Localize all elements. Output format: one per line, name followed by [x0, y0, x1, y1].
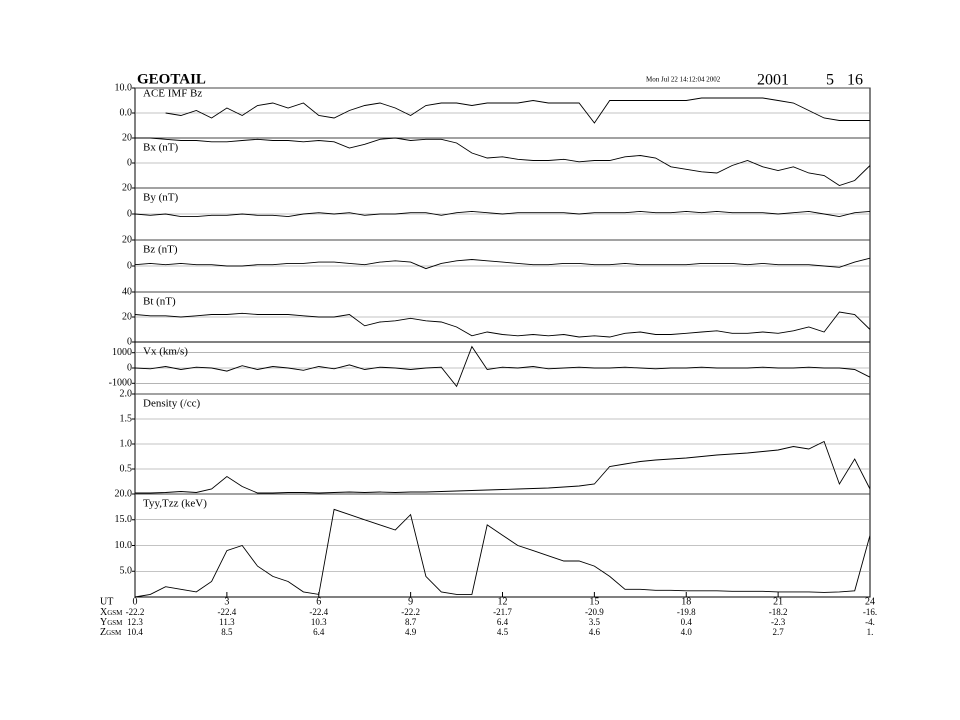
- x-tick-label: 3: [224, 596, 229, 607]
- y-tick-label: 0.5: [120, 463, 133, 474]
- orbit-value: 8.5: [221, 627, 233, 637]
- orbit-value: -2.3: [771, 617, 786, 627]
- y-tick-label: 0: [127, 157, 132, 168]
- year: 2001: [757, 72, 789, 89]
- y-tick-label: 20: [122, 311, 132, 322]
- y-tick-label: 20.0: [115, 488, 133, 499]
- y-tick-label: 1000: [112, 347, 132, 358]
- panel-label: Tyy,Tzz (keV): [143, 498, 207, 510]
- y-tick-label: 5.0: [120, 566, 133, 577]
- orbit-coord: Y: [100, 617, 107, 628]
- y-tick-label: 0: [127, 362, 132, 373]
- data-line: [134, 345, 871, 388]
- orbit-value: -4.: [865, 617, 875, 627]
- y-tick-label: 1.5: [120, 413, 133, 424]
- orbit-coord: X: [100, 607, 108, 618]
- timestamp: Mon Jul 22 14:12:04 2002: [646, 76, 721, 84]
- orbit-frame: GSM: [107, 619, 123, 627]
- orbit-value: -22.4: [309, 607, 328, 617]
- orbit-value: 10.4: [127, 627, 143, 637]
- orbit-value: 4.0: [681, 627, 693, 637]
- orbit-value: -19.8: [677, 607, 696, 617]
- orbit-value: 8.7: [405, 617, 417, 627]
- orbit-value: -20.9: [585, 607, 604, 617]
- y-tick-label: -1000: [109, 378, 132, 389]
- orbit-value: 6.4: [313, 627, 325, 637]
- orbit-value: -22.4: [218, 607, 237, 617]
- orbit-value: 4.5: [497, 627, 509, 637]
- orbit-coord: Z: [100, 627, 106, 638]
- orbit-value: 3.5: [589, 617, 601, 627]
- mission-title: GEOTAIL: [137, 71, 206, 87]
- orbit-value: 2.7: [773, 627, 785, 637]
- y-tick-label: 1.0: [120, 438, 133, 449]
- x-tick-label: 15: [589, 596, 599, 607]
- day: 16: [847, 72, 863, 89]
- panel-label: Vx (km/s): [143, 346, 188, 358]
- orbit-row-label: YGSM: [100, 617, 123, 628]
- panel-label: ACE IMF Bz: [143, 88, 202, 100]
- y-tick-label: 0: [127, 208, 132, 219]
- orbit-value: -18.2: [769, 607, 788, 617]
- panel-label: Density (/cc): [143, 398, 200, 410]
- orbit-row-label: ZGSM: [100, 627, 122, 638]
- panel-label: Bz (nT): [143, 244, 178, 256]
- y-tick-label: 15.0: [115, 514, 133, 525]
- orbit-frame: GSM: [106, 629, 122, 637]
- y-tick-label: 20: [122, 132, 132, 143]
- orbit-row-label: XGSM: [100, 607, 123, 618]
- y-tick-label: 0.0: [120, 107, 133, 118]
- orbit-value: -16.: [863, 607, 877, 617]
- x-tick-label: 9: [408, 596, 413, 607]
- orbit-value: 0.4: [681, 617, 693, 627]
- x-tick-label: 6: [316, 596, 321, 607]
- x-axis-label: UT: [100, 596, 113, 607]
- data-line: [165, 97, 870, 124]
- data-line: [134, 257, 871, 270]
- panel-label: By (nT): [143, 192, 178, 204]
- data-line: [134, 508, 871, 598]
- orbit-value: -22.2: [401, 607, 420, 617]
- y-tick-label: 40: [122, 286, 132, 297]
- panel-label: Bt (nT): [143, 296, 176, 308]
- y-tick-label: 2.0: [120, 388, 133, 399]
- orbit-value: 1.: [867, 627, 874, 637]
- x-tick-label: 24: [865, 596, 875, 607]
- panel-label: Bx (nT): [143, 142, 178, 154]
- orbit-value: -22.2: [126, 607, 145, 617]
- orbit-value: -21.7: [493, 607, 512, 617]
- data-line: [134, 210, 871, 218]
- orbit-value: 4.6: [589, 627, 601, 637]
- x-tick-label: 18: [681, 596, 691, 607]
- x-tick-label: 12: [498, 596, 508, 607]
- data-line: [135, 440, 871, 494]
- x-tick-label: 0: [133, 596, 138, 607]
- orbit-value: 10.3: [311, 617, 327, 627]
- orbit-value: 12.3: [127, 617, 143, 627]
- data-line: [135, 137, 871, 186]
- y-tick-label: 20: [122, 182, 132, 193]
- y-tick-label: 0: [127, 336, 132, 347]
- y-tick-label: 10.0: [115, 82, 133, 93]
- data-line: [134, 311, 871, 338]
- y-tick-label: 20: [122, 234, 132, 245]
- orbit-value: 4.9: [405, 627, 417, 637]
- orbit-value: 6.4: [497, 617, 509, 627]
- orbit-frame: GSM: [107, 609, 123, 617]
- y-tick-label: 10.0: [115, 540, 133, 551]
- orbit-value: 11.3: [219, 617, 235, 627]
- month: 5: [826, 72, 834, 89]
- y-tick-label: 0: [127, 260, 132, 271]
- x-tick-label: 21: [773, 596, 783, 607]
